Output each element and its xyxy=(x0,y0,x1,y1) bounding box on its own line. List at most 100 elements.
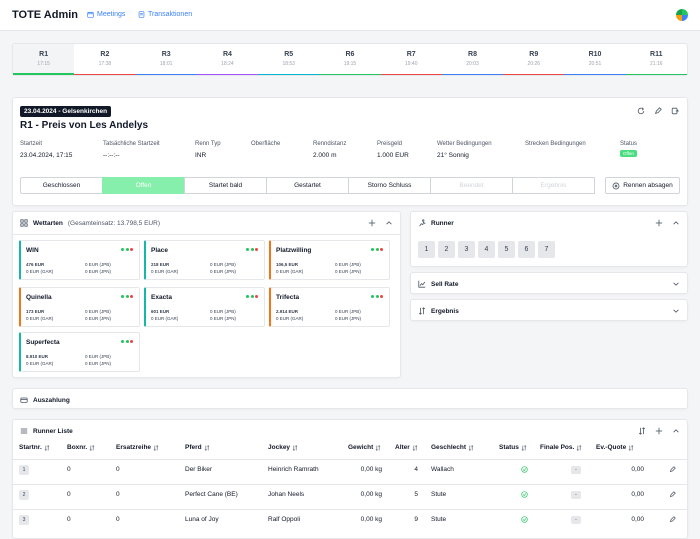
race-tab[interactable]: R3 18:01 xyxy=(135,44,197,75)
race-tab-name: R1 xyxy=(39,51,49,58)
table-header-divider xyxy=(12,459,688,460)
status-dots xyxy=(121,295,133,298)
horse-name: Perfect Cane (BE) xyxy=(185,491,238,498)
wettarten-title: Wettarten (Gesamteinsatz: 13.798,5 EUR) xyxy=(20,219,160,227)
edit-icon[interactable] xyxy=(669,491,676,498)
nav-meetings-label: Meetings xyxy=(97,11,126,18)
nav-transaktionen[interactable]: Transaktionen xyxy=(138,11,192,18)
info-field: Oberfläche xyxy=(251,141,280,152)
sort-arrows-icon xyxy=(204,444,209,451)
bet-gar: 0 EUR (GAR) xyxy=(151,316,179,321)
plus-icon[interactable] xyxy=(368,219,376,227)
race-tab[interactable]: R1 17:15 xyxy=(13,44,75,75)
race-tab-indicator xyxy=(319,74,381,75)
column-header[interactable]: Finale Pos. xyxy=(540,444,582,451)
column-header[interactable]: Status xyxy=(499,444,527,451)
ergebnis-panel[interactable]: Ergebnis xyxy=(410,299,688,321)
race-tab-indicator xyxy=(196,74,259,75)
bet-type-card[interactable]: Exacta 601 EUR 0 EUR (GAR) 0 EUR (JPB) 0… xyxy=(144,287,265,327)
abort-race-button[interactable]: Rennen absagen xyxy=(605,177,680,194)
edit-icon[interactable] xyxy=(669,516,676,523)
column-header-label: Pferd xyxy=(185,444,202,451)
row-divider xyxy=(12,509,688,510)
race-tab[interactable]: R7 19:40 xyxy=(380,44,442,75)
column-header[interactable]: Jockey xyxy=(268,444,298,451)
runner-number-button[interactable]: 4 xyxy=(478,241,495,258)
sort-icon[interactable] xyxy=(638,427,646,435)
bet-type-card[interactable]: WIN 476 EUR 0 EUR (GAR) 0 EUR (JPB) 0 EU… xyxy=(19,240,140,280)
chevron-down-icon[interactable] xyxy=(672,280,680,288)
race-tab[interactable]: R10 20:51 xyxy=(564,44,626,75)
gender: Stute xyxy=(431,491,447,498)
chevron-up-icon[interactable] xyxy=(672,427,680,435)
bet-type-name: Quinella xyxy=(26,294,52,301)
info-value: 21° Sonnig xyxy=(437,152,469,159)
box-number: 0 xyxy=(67,491,71,498)
column-header[interactable]: Ersatzreihe xyxy=(116,444,159,451)
sort-arrows-icon xyxy=(576,444,582,451)
status-button[interactable]: Storno Schluss xyxy=(348,177,431,194)
runner-number-button[interactable]: 2 xyxy=(438,241,455,258)
bet-amount: 601 EUR xyxy=(151,309,170,314)
runner-number-button[interactable]: 3 xyxy=(458,241,475,258)
calendar-icon xyxy=(87,11,94,18)
plus-icon[interactable] xyxy=(655,219,663,227)
chevron-up-icon[interactable] xyxy=(672,219,680,227)
column-header[interactable]: Alter xyxy=(395,444,418,451)
runner-number-button[interactable]: 7 xyxy=(538,241,555,258)
bet-type-card[interactable]: Superfecta 8.910 EUR 0 EUR (GAR) 0 EUR (… xyxy=(19,332,140,372)
runner-number-button[interactable]: 6 xyxy=(518,241,535,258)
sort-arrows-icon xyxy=(521,444,527,451)
race-tab[interactable]: R2 17:38 xyxy=(74,44,136,75)
column-header[interactable]: Geschlecht xyxy=(431,444,474,451)
bet-type-name: Exacta xyxy=(151,294,172,301)
column-header[interactable]: Boxnr. xyxy=(67,444,95,451)
chevron-up-icon[interactable] xyxy=(385,219,393,227)
bet-jpb: 0 EUR (JPB) xyxy=(85,309,111,314)
race-tab[interactable]: R5 18:53 xyxy=(258,44,320,75)
race-tab[interactable]: R11 21:16 xyxy=(625,44,687,75)
column-header[interactable]: Pferd xyxy=(185,444,210,451)
column-header[interactable]: Startnr. xyxy=(19,444,50,451)
edit-icon[interactable] xyxy=(654,107,662,115)
status-button[interactable]: Offen xyxy=(102,177,185,194)
column-header[interactable]: Gewicht xyxy=(348,444,381,451)
check-circle-icon xyxy=(521,516,528,523)
plus-icon[interactable] xyxy=(655,427,663,435)
race-tab-name: R8 xyxy=(468,51,477,58)
jockey-name: Johan Neels xyxy=(268,491,305,498)
status-button[interactable]: Startet bald xyxy=(184,177,267,194)
bet-type-card[interactable]: Quinella 173 EUR 0 EUR (GAR) 0 EUR (JPB)… xyxy=(19,287,140,327)
bet-type-card[interactable]: Trifecta 2.914 EUR 0 EUR (GAR) 0 EUR (JP… xyxy=(269,287,390,327)
race-tab[interactable]: R8 20:03 xyxy=(441,44,504,75)
race-tab[interactable]: R9 20:26 xyxy=(503,44,565,75)
race-tab[interactable]: R4 18:24 xyxy=(196,44,259,75)
sell-rate-panel[interactable]: Sell Rate xyxy=(410,272,688,294)
status-dots xyxy=(121,340,133,343)
bet-type-card[interactable]: Place 218 EUR 0 EUR (GAR) 0 EUR (JPB) 0 … xyxy=(144,240,265,280)
ersatzreihe: 0 xyxy=(116,516,120,523)
status-button[interactable]: Geschlossen xyxy=(20,177,103,194)
runner-number-button[interactable]: 5 xyxy=(498,241,515,258)
status-button[interactable]: Gestartet xyxy=(266,177,349,194)
auszahlung-panel[interactable]: Auszahlung xyxy=(12,388,688,409)
status-dots xyxy=(121,248,133,251)
user-avatar[interactable] xyxy=(676,9,688,21)
race-detail-card: 23.04.2024 - Gelsenkirchen R1 - Preis vo… xyxy=(12,97,688,206)
info-field: Status Offen xyxy=(620,141,637,157)
edit-icon[interactable] xyxy=(669,466,676,473)
chevron-down-icon[interactable] xyxy=(672,307,680,315)
bet-type-card[interactable]: Platzwilling 106,5 EUR 0 EUR (GAR) 0 EUR… xyxy=(269,240,390,280)
final-position-badge: - xyxy=(571,516,581,524)
race-tab[interactable]: R6 19:15 xyxy=(319,44,381,75)
refresh-icon[interactable] xyxy=(637,107,645,115)
nav-meetings[interactable]: Meetings xyxy=(87,11,125,18)
column-header[interactable]: Ev.-Quote xyxy=(596,444,634,451)
runner-number-button[interactable]: 1 xyxy=(418,241,435,258)
race-tab-indicator xyxy=(13,73,75,75)
column-header-label: Ev.-Quote xyxy=(596,444,627,451)
info-label: Tatsächliche Startzeit xyxy=(103,141,160,147)
export-icon[interactable] xyxy=(671,107,679,115)
race-tab-time: 18:01 xyxy=(159,61,173,67)
bet-jpn: 0 EUR (JPN) xyxy=(85,361,112,366)
